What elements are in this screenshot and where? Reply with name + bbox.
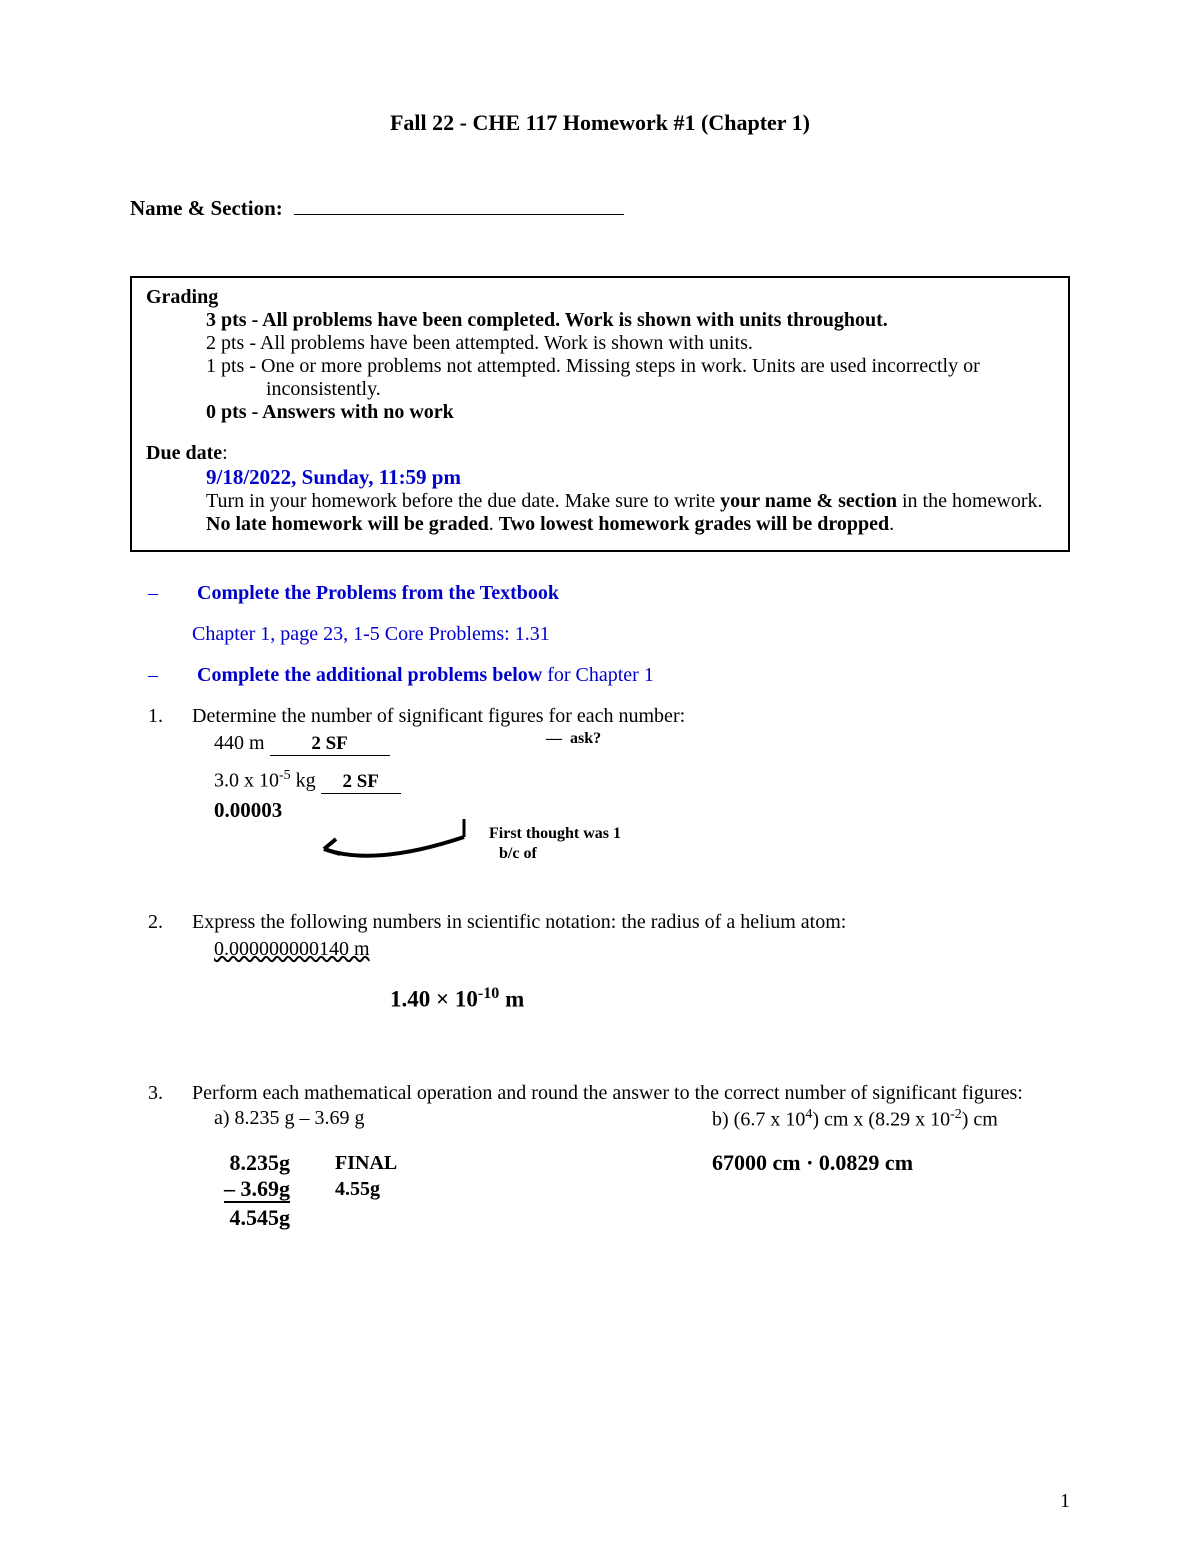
q3-a-final-label: FINAL — [335, 1150, 397, 1176]
grading-0pts: 0 pts - Answers with no work — [206, 401, 1054, 424]
section-additional-label-rest: for Chapter 1 — [542, 664, 654, 686]
q1-note2: b/c of — [499, 845, 537, 863]
due-text-g: . — [889, 513, 894, 535]
grading-2pts: 2 pts - All problems have been attempted… — [206, 332, 1054, 355]
q1-line1-answer: 2 SF — [270, 733, 390, 756]
q3-part-b: b) (6.7 x 104) cm x (8.29 x 10-2) cm 670… — [712, 1107, 1070, 1231]
page-title: Fall 22 - CHE 117 Homework #1 (Chapter 1… — [130, 110, 1070, 136]
name-section-blank[interactable] — [294, 214, 624, 215]
q2-value: 0.000000000140 m — [214, 938, 1070, 961]
q3-a-final: FINAL 4.55g — [335, 1150, 397, 1202]
q2-ans-a: 1.40 × 10 — [390, 986, 478, 1011]
grading-heading: Grading — [146, 286, 1054, 309]
section-additional-label-bold: Complete the additional problems below — [197, 664, 542, 686]
grading-1pts-cont: inconsistently. — [266, 378, 1054, 401]
q2-prompt: Express the following numbers in scienti… — [192, 911, 846, 933]
question-1: 1.Determine the number of significant fi… — [192, 705, 1070, 728]
question-3: 3.Perform each mathematical operation an… — [192, 1082, 1070, 1105]
q2-raw-number: 0.000000000140 m — [214, 938, 370, 960]
q1-line2-label-a: 3.0 x 10 — [214, 770, 279, 792]
due-text-c: in the homework. — [897, 490, 1043, 512]
q2-answer: 1.40 × 10-10 m — [390, 985, 1070, 1013]
due-date-value: 9/18/2022, Sunday, 11:59 pm — [206, 465, 1054, 490]
section-additional: – Complete the additional problems below… — [170, 664, 1070, 687]
q3-a-line2: – 3.69g — [224, 1176, 290, 1201]
q1-line2-exp: -5 — [279, 768, 291, 783]
q3-number: 3. — [170, 1082, 192, 1105]
name-section-label: Name & Section: — [130, 196, 283, 220]
q1-arrow-annotation: First thought was 1 b/c of — [214, 823, 1070, 893]
section-textbook: – Complete the Problems from the Textboo… — [170, 582, 1070, 605]
q1-line1: 440 m 2 SF — [214, 732, 1070, 756]
due-date-row: Due date: — [146, 442, 1054, 465]
due-text-b: your name & section — [720, 490, 897, 512]
q3-b-work: 67000 cm · 0.0829 cm — [712, 1150, 1070, 1176]
q1-prompt: Determine the number of significant figu… — [192, 705, 685, 727]
q1-line2: 3.0 x 10-5 kg 2 SF — ask? — [214, 768, 1070, 794]
document-page: Fall 22 - CHE 117 Homework #1 (Chapter 1… — [0, 0, 1200, 1553]
due-date-instructions: Turn in your homework before the due dat… — [206, 490, 1054, 536]
grading-3pts: 3 pts - All problems have been completed… — [206, 309, 1054, 332]
q3-b-label: b) (6.7 x 104) cm x (8.29 x 10-2) cm — [712, 1107, 1070, 1132]
q2-number: 2. — [170, 911, 192, 934]
due-text-e: . — [489, 513, 499, 535]
grading-1pts: 1 pts - One or more problems not attempt… — [206, 355, 1054, 378]
q3-a-work: 8.235g – 3.69g 4.545g FINAL 4.55g — [214, 1130, 572, 1231]
name-section-row: Name & Section: — [130, 196, 1070, 221]
q3-prompt: Perform each mathematical operation and … — [192, 1082, 1023, 1104]
q2-ans-exp: -10 — [478, 985, 499, 1002]
q3-a-line3: 4.545g — [224, 1201, 290, 1230]
dash-bullet: – — [170, 582, 192, 605]
q3-a-label: a) 8.235 g – 3.69 g — [214, 1107, 572, 1130]
q1-ask-note: — ask? — [546, 730, 601, 748]
q1-number: 1. — [170, 705, 192, 728]
q1-line2-label-b: kg — [291, 770, 321, 792]
page-number: 1 — [1060, 1490, 1070, 1513]
due-text-d: No late homework will be graded — [206, 513, 489, 535]
due-text-a: Turn in your homework before the due dat… — [206, 490, 720, 512]
q1-line1-label: 440 m — [214, 732, 270, 754]
question-2: 2.Express the following numbers in scien… — [192, 911, 1070, 934]
q3-parts: a) 8.235 g – 3.69 g 8.235g – 3.69g 4.545… — [214, 1107, 1070, 1231]
grading-box: Grading 3 pts - All problems have been c… — [130, 276, 1070, 552]
q3-part-a: a) 8.235 g – 3.69 g 8.235g – 3.69g 4.545… — [214, 1107, 572, 1231]
q3-a-line1: 8.235g — [224, 1150, 290, 1175]
dash-bullet-2: – — [170, 664, 192, 687]
section-textbook-label: Complete the Problems from the Textbook — [197, 582, 559, 604]
q1-line2-answer: 2 SF — [321, 771, 401, 794]
due-date-colon: : — [222, 442, 228, 464]
content-area: – Complete the Problems from the Textboo… — [130, 582, 1070, 1231]
q2-ans-b: m — [499, 986, 524, 1011]
q3-a-final-value: 4.55g — [335, 1176, 397, 1202]
textbook-reference: Chapter 1, page 23, 1-5 Core Problems: 1… — [192, 623, 1070, 646]
due-date-label: Due date — [146, 442, 222, 464]
q3-a-subtraction: 8.235g – 3.69g 4.545g — [224, 1150, 290, 1230]
due-text-f: Two lowest homework grades will be dropp… — [499, 513, 889, 535]
q1-note1: First thought was 1 — [489, 825, 621, 843]
